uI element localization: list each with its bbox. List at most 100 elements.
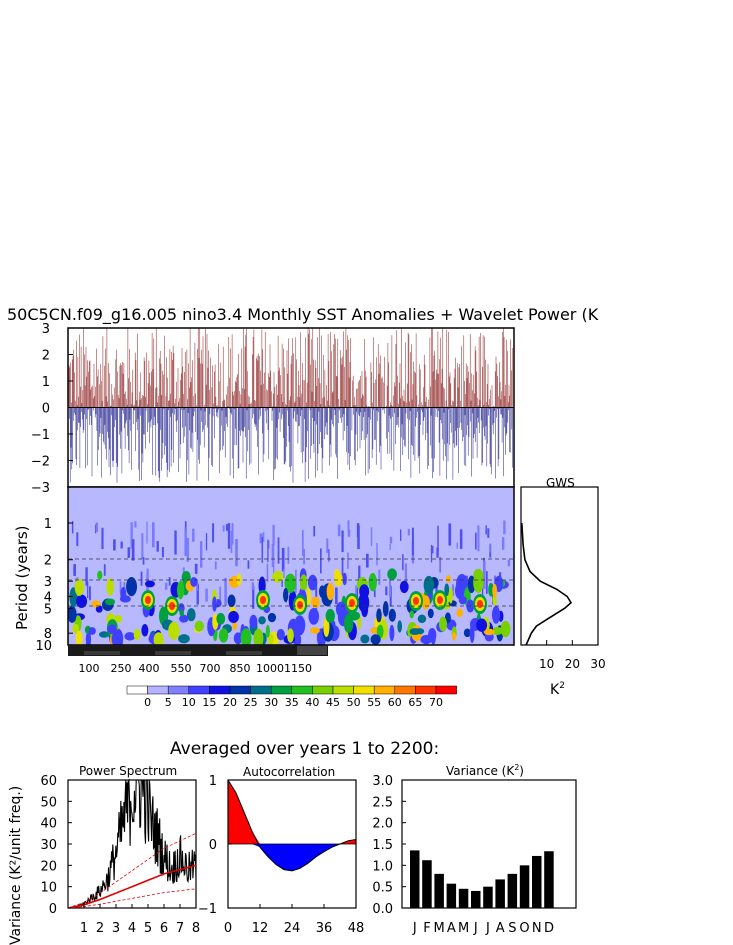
ts-y-tick-label: −1	[31, 428, 50, 443]
wavelet-streak	[503, 520, 506, 535]
wavelet-blob	[428, 627, 437, 642]
wavelet-x-tick-label: 850	[230, 662, 251, 675]
wavelet-blob	[451, 631, 457, 642]
upper-confidence	[67, 832, 197, 909]
gws-x-tick-label: 30	[590, 657, 605, 671]
wavelet-streak	[261, 536, 264, 563]
ps-y-tick-label: 0	[49, 902, 57, 917]
wavelet-blob	[299, 574, 308, 592]
colorbar-label: 15	[202, 696, 216, 709]
variance-bar	[544, 851, 554, 908]
variance-month-label: N	[532, 921, 542, 936]
variance-y-tick-label: 0.5	[372, 881, 393, 896]
wavelet-streak	[271, 544, 275, 568]
wavelet-blob	[186, 608, 196, 622]
autocorrelation-line	[227, 779, 357, 872]
wavelet-streak	[262, 532, 265, 542]
colorbar-swatch	[147, 685, 169, 695]
wavelet-blob	[423, 575, 435, 595]
wavelet-streak	[184, 528, 187, 556]
wavelet-streak	[186, 537, 189, 562]
wavelet-streak	[347, 529, 351, 537]
wavelet-blob	[309, 627, 320, 634]
wavelet-streak	[335, 587, 338, 605]
wavelet-streak	[341, 557, 344, 582]
wavelet-blob	[349, 599, 355, 607]
colorbar-label: 5	[165, 696, 172, 709]
wavelet-blob	[311, 596, 320, 609]
wavelet-blob	[376, 624, 384, 639]
timeseries-lines	[68, 328, 514, 483]
colorbar-swatch	[270, 685, 293, 695]
wavelet-x-tick-label: 250	[111, 662, 132, 675]
ps-y-tick-label: 40	[40, 817, 57, 832]
wavelet-streak	[389, 578, 391, 598]
wavelet-streak	[113, 539, 116, 551]
wavelet-blob	[326, 582, 335, 601]
colorbar-swatch	[353, 685, 375, 695]
ps-x-tick-label: 4	[128, 921, 136, 936]
wavelet-blob	[323, 617, 330, 638]
wavelet-streak	[95, 522, 99, 532]
wavelet-streak	[88, 586, 91, 601]
colorbar-label: 55	[367, 696, 381, 709]
wavelet-blob	[107, 624, 118, 635]
wavelet-blob	[409, 610, 414, 619]
wavelet-streak	[174, 530, 177, 555]
wavelet-streak	[328, 549, 330, 562]
wavelet-y-tick-label: 3	[44, 575, 52, 590]
wavelet-x-tick-label: 400	[139, 662, 160, 675]
wavelet-streak	[140, 571, 143, 586]
wavelet-streak	[370, 527, 373, 546]
wavelet-streak	[267, 539, 269, 563]
wavelet-blob	[212, 596, 217, 612]
wavelet-streak	[196, 581, 198, 591]
wavelet-x-tick-label: 1000	[256, 662, 284, 675]
gws-curve	[521, 522, 573, 646]
colorbar-swatch	[373, 685, 396, 695]
wavelet-y-axis: 1 2 345 810	[35, 517, 73, 654]
wavelet-streak	[326, 538, 329, 553]
colorbar: 0 5 10 15 20 25 30 35 40 45 50 55 60 65 70	[126, 685, 457, 709]
wavelet-streak	[489, 543, 491, 553]
wavelet-streak	[378, 569, 381, 585]
wavelet-streak	[302, 530, 304, 556]
wavelet-x-tick-label: 100	[79, 662, 100, 675]
variance-month-label: J	[485, 921, 490, 936]
wavelet-streak	[85, 567, 88, 586]
wavelet-blob	[67, 605, 77, 623]
ps-y-tick-label: 50	[40, 795, 57, 810]
negative-autocorrelation-area	[228, 844, 356, 871]
wavelet-blob	[253, 628, 264, 649]
wavelet-streak	[212, 523, 215, 543]
positive-autocorrelation-area	[228, 780, 356, 844]
wavelet-blob	[492, 583, 498, 598]
variance-month-label: M	[434, 921, 445, 936]
wavelet-blob	[267, 633, 274, 645]
ps-y-tick-label: 60	[40, 774, 57, 789]
wavelet-streak	[347, 552, 349, 569]
wavelet-blob	[218, 628, 229, 643]
wavelet-y-label: Period (years)	[13, 525, 31, 630]
wavelet-blob	[69, 587, 78, 607]
wavelet-streak	[365, 553, 369, 568]
variance-month-label: M	[458, 921, 469, 936]
wavelet-blob	[491, 626, 503, 636]
wavelet-blob	[260, 596, 266, 604]
wavelet-streak	[259, 533, 263, 544]
wavelet-blob	[463, 628, 471, 638]
wavelet-x-axis: 100 250 400 550 700 850 1000 1150	[79, 662, 313, 675]
wavelet-streak	[407, 528, 410, 536]
wavelet-streak	[120, 541, 123, 549]
variance-bars	[410, 850, 554, 908]
wavelet-blob	[176, 580, 185, 600]
wavelet-streak	[76, 532, 79, 547]
wavelet-blob	[437, 596, 443, 604]
variance-y-tick-label: 3.0	[372, 774, 393, 789]
ps-x-tick-label: 5	[144, 921, 152, 936]
wavelet-streak	[227, 523, 231, 549]
wavelet-streak	[103, 564, 106, 576]
autocorrelation-x-axis: 0 12 24 36 48	[224, 904, 364, 936]
